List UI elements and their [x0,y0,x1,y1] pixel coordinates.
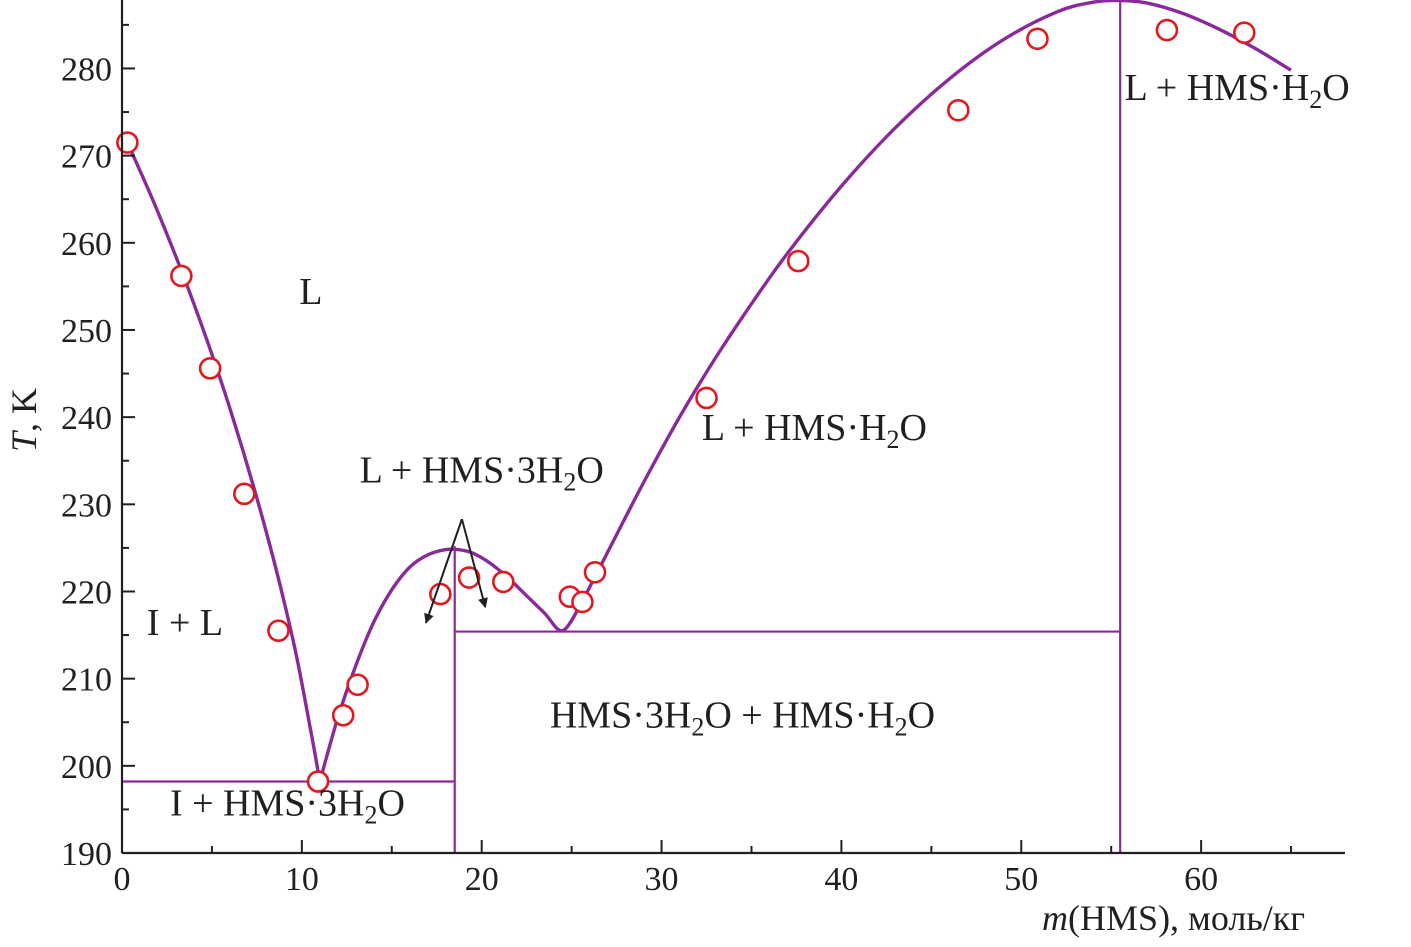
arrows-layer [424,518,488,624]
y-tick-label: 260 [61,226,112,263]
x-tick-label: 0 [114,861,131,898]
data-point [583,561,607,584]
data-point [491,570,515,594]
x-tick-label: 30 [645,861,679,898]
subscript: 2 [1309,85,1322,114]
phase-lines-layer [122,0,1122,853]
label-part: O [1322,67,1349,109]
y-tick-label: 220 [61,574,112,611]
x-tick-label: 40 [824,861,858,898]
label-part: O [900,407,927,449]
region-label-l: L [299,271,322,313]
x-tick-label: 60 [1184,861,1218,898]
region-label-lh2: L + HMS·H2O [1125,67,1350,114]
y-axis-title-unit: , K [4,388,44,432]
y-tick-label: 250 [61,313,112,350]
y-tick-label: 210 [61,662,112,699]
label-part: O [908,694,935,736]
data-point [947,98,970,122]
region-label-lh1: L + HMS·H2O [702,407,927,454]
x-axis-title: m(HMS), моль/кг [1042,898,1305,938]
label-part: I + HMS·3H [170,783,365,825]
label-part: I + L [147,602,223,644]
data-point [346,673,369,697]
y-axis-title: T, K [4,388,44,452]
axes-layer: 0 10 20 30 40 50 60 190 200 210 220 230 240 250 260 270… [4,0,1345,938]
data-point [1026,27,1049,51]
subscript: 2 [887,425,900,454]
data-point [571,590,594,614]
label-part: L + HMS·H [1125,67,1310,109]
y-tick-label: 190 [61,836,112,873]
label-part: L [299,271,322,313]
x-axis-title-unit: (HMS), моль/кг [1068,898,1305,938]
annotation-arrow-0 [424,518,463,624]
subscript: 2 [691,712,704,741]
data-point [233,482,256,506]
region-label-i3: I + HMS·3H2O [170,783,405,830]
x-tick-label: 50 [1004,861,1038,898]
label-part: L + HMS·3H [360,450,564,492]
label-part: O [576,450,603,492]
region-label-l3: L + HMS·3H2O [360,450,604,497]
subscript: 2 [895,712,908,741]
data-points-layer [116,18,1256,793]
data-point [116,131,139,154]
label-part: HMS·3H [550,694,691,736]
x-axis-title-var: m [1042,898,1068,938]
y-tick-label: 240 [61,400,112,437]
label-part: L + HMS·H [702,407,887,449]
annotation-arrow-1 [460,518,488,609]
curve-layer [125,0,1292,784]
data-point [331,703,355,727]
data-point [1232,21,1256,45]
data-point [170,264,193,288]
x-tick-label: 10 [285,861,319,898]
data-point [1155,18,1179,42]
y-tick-label: 280 [61,51,112,88]
data-point [306,770,330,793]
data-point [457,566,481,589]
data-point [267,619,290,643]
region-label-il: I + L [147,602,223,644]
region-label-mix: HMS·3H2O + HMS·H2O [550,694,935,741]
subscript: 2 [365,801,378,830]
label-part: O + HMS·H [704,694,894,736]
liquidus-curve [125,0,1292,784]
y-axis-title-var: T [4,429,44,452]
y-tick-label: 230 [61,487,112,524]
data-point [786,249,810,273]
data-point [198,357,222,380]
data-point [695,386,718,410]
x-tick-label: 20 [465,861,499,898]
y-tick-label: 200 [61,749,112,786]
y-tick-label: 270 [61,139,112,176]
label-part: O [378,783,405,825]
subscript: 2 [563,468,576,497]
